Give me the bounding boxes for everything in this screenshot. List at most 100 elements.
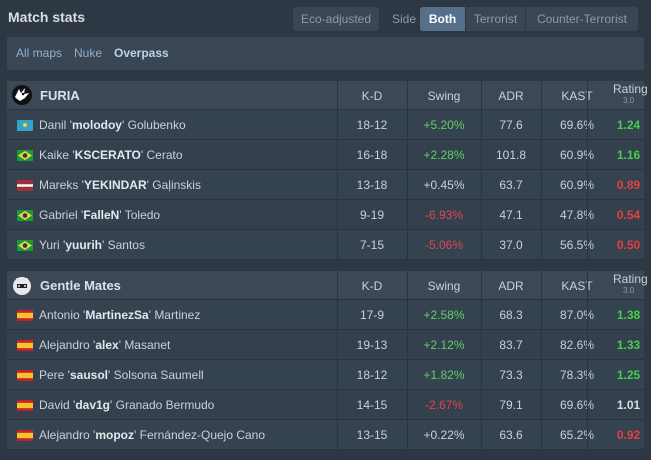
swing-value: +1.82% xyxy=(423,368,465,382)
col-divider xyxy=(541,200,542,229)
col-divider xyxy=(481,271,482,299)
tab-nuke[interactable]: Nuke xyxy=(74,46,103,60)
player-name-link[interactable]: Alejandro 'alex' Masanet xyxy=(39,338,170,352)
player-name-link[interactable]: Danil 'molodoy' Golubenko xyxy=(39,118,186,132)
col-divider xyxy=(407,300,408,329)
col-kast-header[interactable]: KAST xyxy=(561,89,593,103)
player-name-link[interactable]: Mareks 'YEKINDAR' Gaļinskis xyxy=(39,178,201,192)
player-first-name: Alejandro ' xyxy=(39,428,96,442)
table-row: Alejandro 'alex' Masanet 19-13 +2.12% 83.7 8… xyxy=(7,330,644,360)
col-swing-header[interactable]: Swing xyxy=(427,279,461,293)
col-divider xyxy=(587,300,588,329)
kast-value: 56.5% xyxy=(559,238,595,252)
player-rows: Antonio 'MartinezSa' Martinez 17-9 +2.58% 6… xyxy=(7,300,644,450)
col-adr-header[interactable]: ADR xyxy=(498,89,524,103)
col-divider xyxy=(337,330,338,359)
col-divider xyxy=(541,230,542,259)
table-row: Mareks 'YEKINDAR' Gaļinskis 13-18 +0.45% 63… xyxy=(7,170,644,200)
side-both-button[interactable]: Both xyxy=(420,7,466,31)
br-flag-icon xyxy=(17,210,33,221)
player-nickname: yuurih xyxy=(65,238,102,252)
side-label: Side xyxy=(392,12,417,26)
adr-value: 68.3 xyxy=(499,308,523,322)
player-name-link[interactable]: Yuri 'yuurih' Santos xyxy=(39,238,145,252)
player-name-link[interactable]: Gabriel 'FalleN' Toledo xyxy=(39,208,160,222)
col-rating-header[interactable]: Rating 3.0 xyxy=(613,83,648,106)
swing-value: +2.58% xyxy=(423,308,465,322)
col-divider xyxy=(587,81,588,109)
tab-overpass[interactable]: Overpass xyxy=(114,46,169,60)
table-row: Kaike 'KSCERATO' Cerato 16-18 +2.28% 101.8 6… xyxy=(7,140,644,170)
rating-label: Rating xyxy=(613,82,648,96)
kz-flag-icon xyxy=(17,120,33,131)
rating-value: 1.01 xyxy=(616,398,641,412)
eco-adjusted-button[interactable]: Eco-adjusted xyxy=(293,7,379,31)
col-kd-header[interactable]: K-D xyxy=(361,89,383,103)
player-last-name: ' Golubenko xyxy=(121,118,186,132)
swing-value: +2.12% xyxy=(423,338,465,352)
col-divider xyxy=(407,230,408,259)
player-last-name: ' Granado Bermudo xyxy=(110,398,215,412)
player-name-link[interactable]: Pere 'sausol' Solsona Saumell xyxy=(39,368,204,382)
col-divider xyxy=(541,81,542,109)
adr-value: 63.7 xyxy=(499,178,523,192)
side-ct-button[interactable]: Counter-Terrorist xyxy=(526,7,638,31)
kd-value: 18-12 xyxy=(356,118,388,132)
player-nickname: molodoy xyxy=(71,118,122,132)
col-adr-header[interactable]: ADR xyxy=(498,279,524,293)
player-last-name: ' Fernández-Quejo Cano xyxy=(134,428,266,442)
adr-value: 101.8 xyxy=(495,148,527,162)
player-first-name: Yuri ' xyxy=(39,238,66,252)
kd-value: 13-18 xyxy=(356,178,388,192)
player-name-link[interactable]: David 'dav1g' Granado Bermudo xyxy=(39,398,214,412)
col-divider xyxy=(481,300,482,329)
col-kast-header[interactable]: KAST xyxy=(561,279,593,293)
col-divider xyxy=(541,420,542,449)
player-nickname: sausol xyxy=(69,368,108,382)
player-first-name: Alejandro ' xyxy=(39,338,96,352)
kast-value: 87.0% xyxy=(559,308,595,322)
side-terrorist-button[interactable]: Terrorist xyxy=(466,7,526,31)
rating-value: 0.50 xyxy=(616,238,641,252)
adr-value: 63.6 xyxy=(499,428,523,442)
side-selector: Both Terrorist Counter-Terrorist xyxy=(420,7,638,31)
col-divider xyxy=(481,420,482,449)
es-flag-icon xyxy=(17,340,33,351)
rating-value: 1.16 xyxy=(616,148,641,162)
col-divider xyxy=(337,300,338,329)
player-name-link[interactable]: Alejandro 'mopoz' Fernández-Quejo Cano xyxy=(39,428,265,442)
table-row: Alejandro 'mopoz' Fernández-Quejo Cano 13… xyxy=(7,420,644,450)
col-divider xyxy=(407,420,408,449)
col-kd-header[interactable]: K-D xyxy=(361,279,383,293)
rating-value: 0.89 xyxy=(616,178,641,192)
furia-logo-icon xyxy=(12,85,32,105)
player-first-name: Antonio ' xyxy=(39,308,86,322)
kast-value: 69.6% xyxy=(559,118,595,132)
player-name-link[interactable]: Antonio 'MartinezSa' Martinez xyxy=(39,308,200,322)
col-divider xyxy=(587,200,588,229)
col-rating-header[interactable]: Rating 3.0 xyxy=(613,273,648,296)
rating-value: 1.33 xyxy=(616,338,641,352)
col-swing-header[interactable]: Swing xyxy=(427,89,461,103)
col-divider xyxy=(587,271,588,299)
swing-value: +0.45% xyxy=(423,178,465,192)
adr-value: 37.0 xyxy=(499,238,523,252)
col-divider xyxy=(337,170,338,199)
adr-value: 77.6 xyxy=(499,118,523,132)
col-divider xyxy=(541,271,542,299)
rating-value: 1.25 xyxy=(616,368,641,382)
col-divider xyxy=(587,360,588,389)
player-name-link[interactable]: Kaike 'KSCERATO' Cerato xyxy=(39,148,183,162)
tab-all-maps[interactable]: All maps xyxy=(16,46,63,60)
es-flag-icon xyxy=(17,400,33,411)
col-divider xyxy=(541,360,542,389)
player-last-name: ' Santos xyxy=(101,238,145,252)
rating-value: 1.24 xyxy=(616,118,641,132)
rating-label: Rating xyxy=(613,272,648,286)
col-divider xyxy=(481,140,482,169)
table-row: David 'dav1g' Granado Bermudo 14-15 -2.67%… xyxy=(7,390,644,420)
swing-value: -2.67% xyxy=(424,398,464,412)
col-divider xyxy=(587,390,588,419)
rating-version: 3.0 xyxy=(622,96,635,105)
kd-value: 16-18 xyxy=(356,148,388,162)
